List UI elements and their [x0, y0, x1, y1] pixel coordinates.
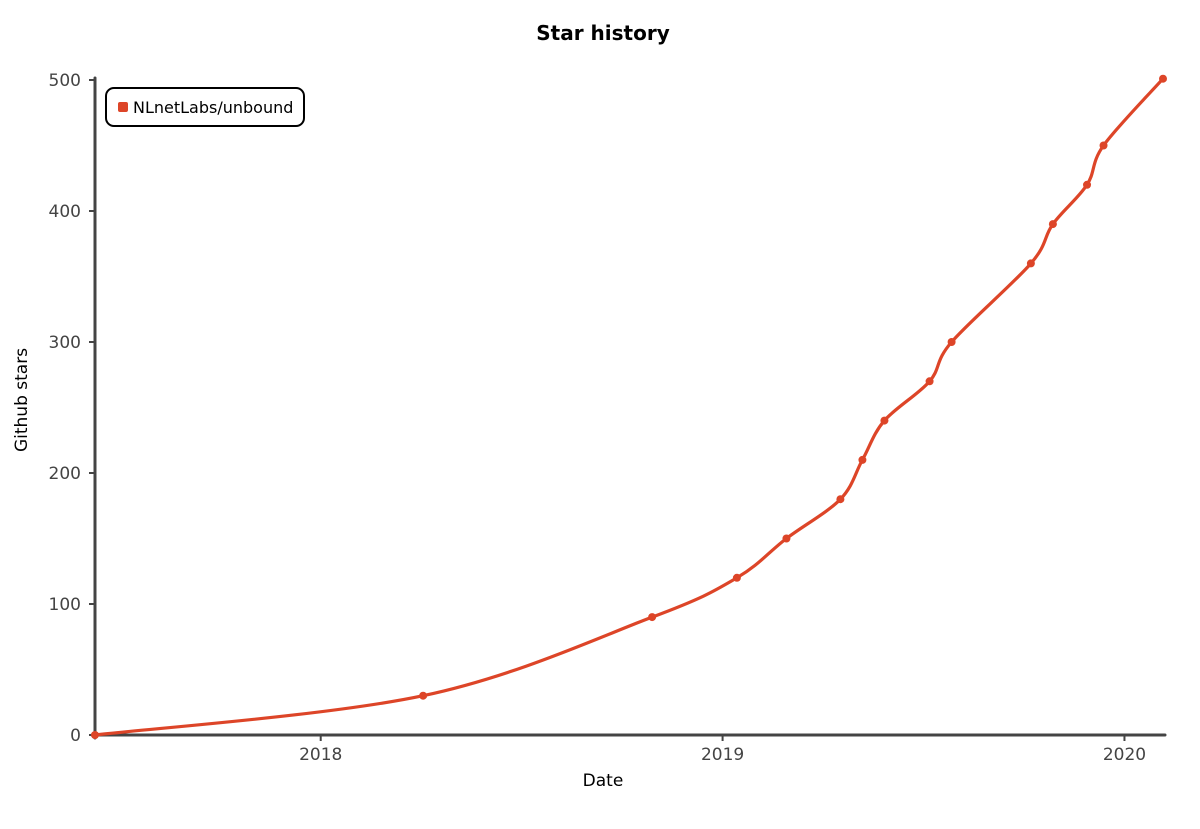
x-tick-label: 2018	[299, 745, 342, 765]
data-point	[648, 613, 657, 622]
y-tick-label: 100	[49, 595, 81, 615]
legend-box	[105, 87, 305, 127]
chart-title: Star history	[536, 21, 670, 45]
y-axis-ticks: 0 100 200 300 400 500	[49, 71, 95, 746]
x-axis-ticks: 2018 2019 2020	[299, 735, 1146, 765]
legend-swatch	[118, 102, 128, 112]
y-tick-label: 400	[49, 202, 81, 222]
data-point	[836, 495, 845, 504]
series-line	[93, 77, 1165, 737]
data-point	[419, 691, 428, 700]
data-point	[1083, 180, 1092, 189]
series-layer	[91, 74, 1167, 739]
data-point	[1048, 220, 1057, 229]
legend: NLnetLabs/unbound	[105, 87, 305, 127]
data-point	[91, 731, 99, 739]
data-point	[1026, 259, 1035, 268]
data-point	[1159, 74, 1167, 83]
y-tick-label: 300	[49, 333, 81, 353]
data-point	[732, 573, 741, 582]
y-tick-label: 500	[49, 71, 81, 91]
legend-item-label: NLnetLabs/unbound	[133, 98, 293, 117]
y-tick-label: 0	[70, 726, 81, 746]
data-point	[1099, 141, 1108, 150]
data-point	[925, 377, 934, 386]
data-point	[782, 534, 791, 543]
data-point	[858, 455, 867, 464]
x-axis-label: Date	[583, 771, 624, 791]
x-tick-label: 2019	[701, 745, 744, 765]
x-tick-label: 2020	[1103, 745, 1146, 765]
data-point	[880, 416, 889, 425]
data-point	[947, 338, 956, 346]
y-axis-label: Github stars	[12, 348, 32, 452]
y-tick-label: 200	[49, 464, 81, 484]
